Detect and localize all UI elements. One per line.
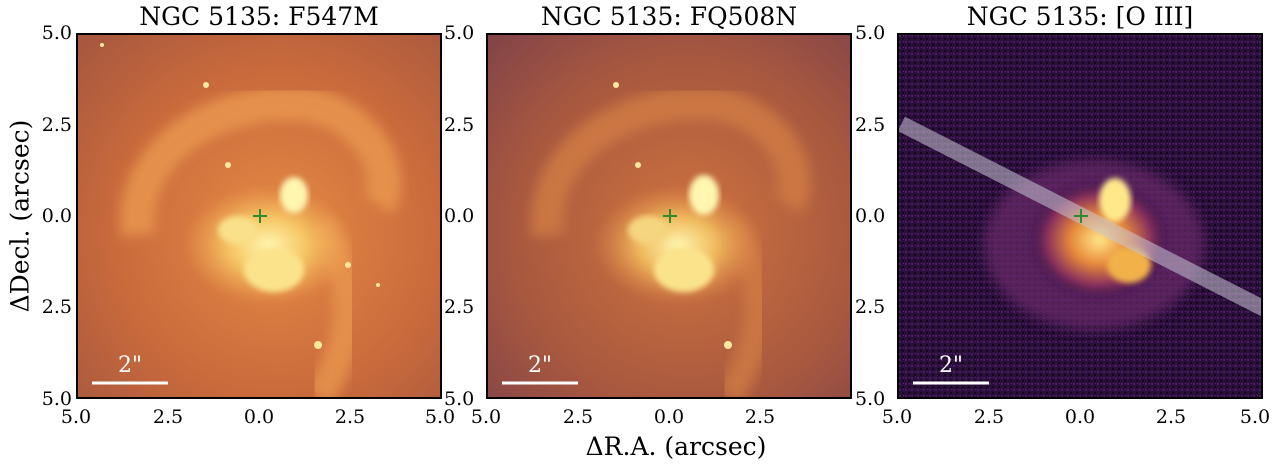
x-tick-label: 2.5 — [1155, 406, 1187, 428]
x-tick-label: 0.0 — [653, 406, 685, 428]
y-axis-label: ΔDecl. (arcsec) — [5, 119, 35, 313]
y-tick-label: 5.0 — [444, 388, 475, 410]
fq508n-bright-knot — [689, 175, 719, 215]
scale-bar-label: 2" — [939, 353, 963, 378]
fq508n-bright-knot — [654, 248, 714, 292]
slit-overlay — [899, 116, 1261, 331]
fq508n-nuclear-region — [593, 185, 763, 305]
panel-title-oiii: NGC 5135: [O III] — [966, 2, 1194, 31]
scale-bar-label: 2" — [118, 353, 142, 378]
f547m-star — [314, 341, 322, 349]
x-tick-label: 5.0 — [1239, 406, 1271, 428]
y-tick-label: 2.5 — [41, 296, 72, 318]
f547m-spiral-arm-upper — [120, 86, 402, 237]
oiii-bright-knot — [1107, 247, 1151, 283]
x-tick-label: 0.0 — [1064, 406, 1096, 428]
nucleus-marker — [663, 209, 677, 223]
x-tick-label: 5.0 — [424, 406, 456, 428]
x-tick-label: 0.0 — [243, 406, 275, 428]
x-axis-label: ΔR.A. (arcsec) — [585, 432, 767, 461]
image-panel-fq508n: 2" — [486, 33, 852, 399]
f547m-star — [203, 82, 209, 88]
f547m-bright-knot — [244, 248, 304, 292]
fq508n-star — [635, 162, 641, 168]
y-tick-label: 2.5 — [444, 296, 475, 318]
y-tick-label: 0.0 — [41, 205, 72, 227]
x-tick-label: 2.5 — [744, 406, 776, 428]
f547m-bright-knot — [280, 177, 308, 213]
y-tick-label: 5.0 — [41, 22, 72, 44]
y-tick-label: 5.0 — [855, 22, 886, 44]
nucleus-marker — [1074, 209, 1088, 223]
panel-title-fq508n: NGC 5135: FQ508N — [540, 2, 798, 31]
y-tick-label: 0.0 — [855, 205, 886, 227]
y-tick-label: 5.0 — [855, 388, 886, 410]
y-tick-label: 0.0 — [444, 205, 475, 227]
fq508n-star — [613, 82, 619, 88]
f547m-star — [376, 283, 380, 287]
f547m-star — [225, 162, 231, 168]
f547m-nuclear-region — [183, 185, 353, 305]
y-tick-label: 2.5 — [855, 296, 886, 318]
oiii-bright-knot — [1099, 178, 1131, 222]
fq508n-star — [724, 341, 732, 349]
f547m-star — [100, 43, 104, 47]
x-tick-label: 5.0 — [470, 406, 502, 428]
image-panel-f547m: 2" — [76, 33, 442, 399]
y-tick-label: 2.5 — [444, 114, 475, 136]
y-tick-label: 2.5 — [41, 114, 72, 136]
y-tick-label: 2.5 — [855, 114, 886, 136]
image-panel-oiii: 2" — [897, 33, 1263, 399]
x-tick-label: 2.5 — [973, 406, 1005, 428]
x-tick-label: 2.5 — [562, 406, 594, 428]
f547m-star — [345, 262, 351, 268]
x-tick-label: 2.5 — [152, 406, 184, 428]
fq508n-bright-knot — [628, 216, 668, 244]
scale-bar-label: 2" — [528, 353, 552, 378]
y-tick-label: 5.0 — [444, 22, 475, 44]
f547m-bright-knot — [218, 216, 258, 244]
nucleus-marker — [253, 209, 267, 223]
y-tick-label: 5.0 — [41, 388, 72, 410]
panel-title-f547m: NGC 5135: F547M — [139, 2, 379, 31]
x-tick-label: 5.0 — [881, 406, 913, 428]
x-tick-label: 2.5 — [334, 406, 366, 428]
fq508n-spiral-arm-upper — [531, 87, 811, 237]
x-tick-label: 5.0 — [60, 406, 92, 428]
